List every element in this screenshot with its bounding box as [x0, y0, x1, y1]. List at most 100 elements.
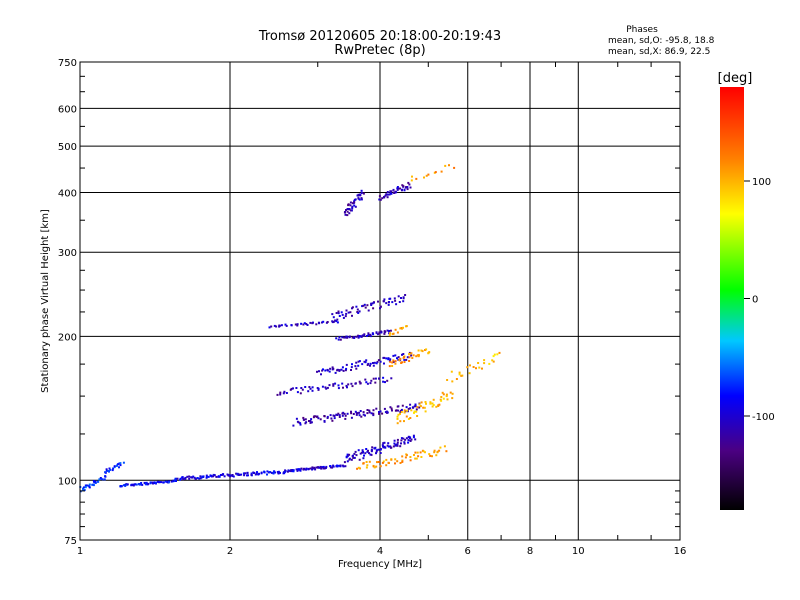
echo-point	[145, 483, 147, 486]
echo-point	[94, 482, 97, 484]
echo-point	[399, 411, 402, 413]
echo-point	[429, 401, 432, 404]
echo-point	[492, 360, 495, 363]
echo-point	[382, 442, 385, 445]
echo-point	[391, 409, 393, 412]
echo-point	[386, 444, 389, 447]
echo-point	[291, 469, 294, 471]
echo-point	[145, 481, 148, 484]
echo-point	[402, 357, 405, 360]
echo-point	[317, 466, 320, 469]
echo-point	[332, 384, 335, 387]
colorbar-tick-label: -100	[752, 412, 775, 423]
echo-point	[439, 398, 442, 401]
echo-point	[337, 338, 340, 341]
echo-point	[192, 475, 195, 478]
echo-point	[100, 477, 103, 480]
echo-point	[419, 405, 422, 408]
echo-point	[109, 468, 112, 471]
echo-point	[318, 370, 320, 373]
echo-point	[275, 325, 278, 328]
echo-point	[350, 382, 353, 385]
phases-line-o: mean, sd,O: -95.8, 18.8	[608, 36, 715, 46]
y-tick-label: 600	[58, 104, 77, 115]
echo-point	[350, 209, 353, 212]
echo-point	[361, 363, 364, 366]
echo-point	[328, 384, 331, 387]
echo-point	[371, 446, 374, 449]
echo-point	[389, 360, 392, 363]
echo-point	[332, 320, 335, 323]
x-axis-ticks: 1 2 4 6 8 10 16	[77, 62, 686, 557]
echo-point	[394, 362, 397, 365]
echo-point	[354, 205, 357, 208]
echo-point	[394, 360, 397, 363]
plot-grid	[80, 62, 680, 540]
echo-point	[394, 328, 397, 331]
echo-point	[440, 399, 443, 402]
echo-point	[361, 334, 364, 337]
echo-point	[402, 185, 405, 188]
echo-point	[88, 486, 91, 489]
echo-point	[360, 197, 363, 200]
echo-point	[357, 193, 360, 196]
echo-point	[376, 360, 379, 363]
echo-point	[376, 461, 378, 464]
echo-point	[303, 468, 306, 471]
echo-point	[311, 386, 314, 389]
echo-point	[184, 477, 187, 480]
echo-point	[410, 179, 413, 182]
echo-point	[408, 183, 411, 186]
echo-point	[343, 211, 346, 214]
echo-point	[344, 417, 347, 420]
echo-point	[411, 357, 414, 359]
echo-point	[344, 414, 347, 417]
echo-point	[349, 201, 352, 204]
echo-point	[396, 415, 399, 418]
echo-point	[402, 437, 405, 440]
echo-point	[406, 356, 409, 359]
echo-point	[396, 188, 399, 191]
echo-point	[364, 378, 367, 381]
echo-point	[478, 366, 481, 369]
echo-point	[417, 354, 420, 357]
echo-point	[350, 369, 352, 371]
echo-point	[345, 456, 348, 459]
echo-point	[417, 355, 420, 358]
echo-point	[308, 386, 311, 388]
echo-point	[391, 361, 394, 364]
echo-point	[351, 363, 353, 366]
echo-point	[305, 323, 308, 325]
echo-point	[417, 455, 420, 458]
echo-point	[307, 468, 310, 471]
echo-point	[316, 370, 318, 373]
echo-point	[303, 322, 306, 325]
echo-point	[355, 367, 358, 370]
echo-point	[320, 373, 322, 376]
echo-point	[356, 467, 359, 470]
echo-point	[400, 411, 403, 413]
echo-point	[97, 480, 100, 483]
echo-point	[217, 475, 220, 478]
echo-point	[183, 477, 186, 480]
echo-point	[403, 420, 405, 423]
echo-point	[458, 373, 461, 376]
echo-point	[400, 297, 402, 299]
echo-point	[335, 320, 338, 323]
echo-point	[372, 301, 375, 304]
echo-point	[83, 486, 85, 489]
echo-point	[348, 453, 351, 456]
echo-point	[400, 442, 402, 445]
echo-point	[492, 355, 495, 358]
echo-point	[274, 471, 276, 474]
echo-point	[387, 303, 390, 306]
echo-point	[398, 301, 401, 303]
echo-point	[143, 481, 146, 484]
echo-point	[295, 387, 298, 389]
echo-point	[387, 445, 390, 448]
echo-point	[341, 313, 344, 316]
echo-point	[364, 306, 367, 309]
echo-point	[351, 336, 354, 339]
echo-point	[363, 454, 365, 457]
echo-point	[322, 368, 324, 371]
